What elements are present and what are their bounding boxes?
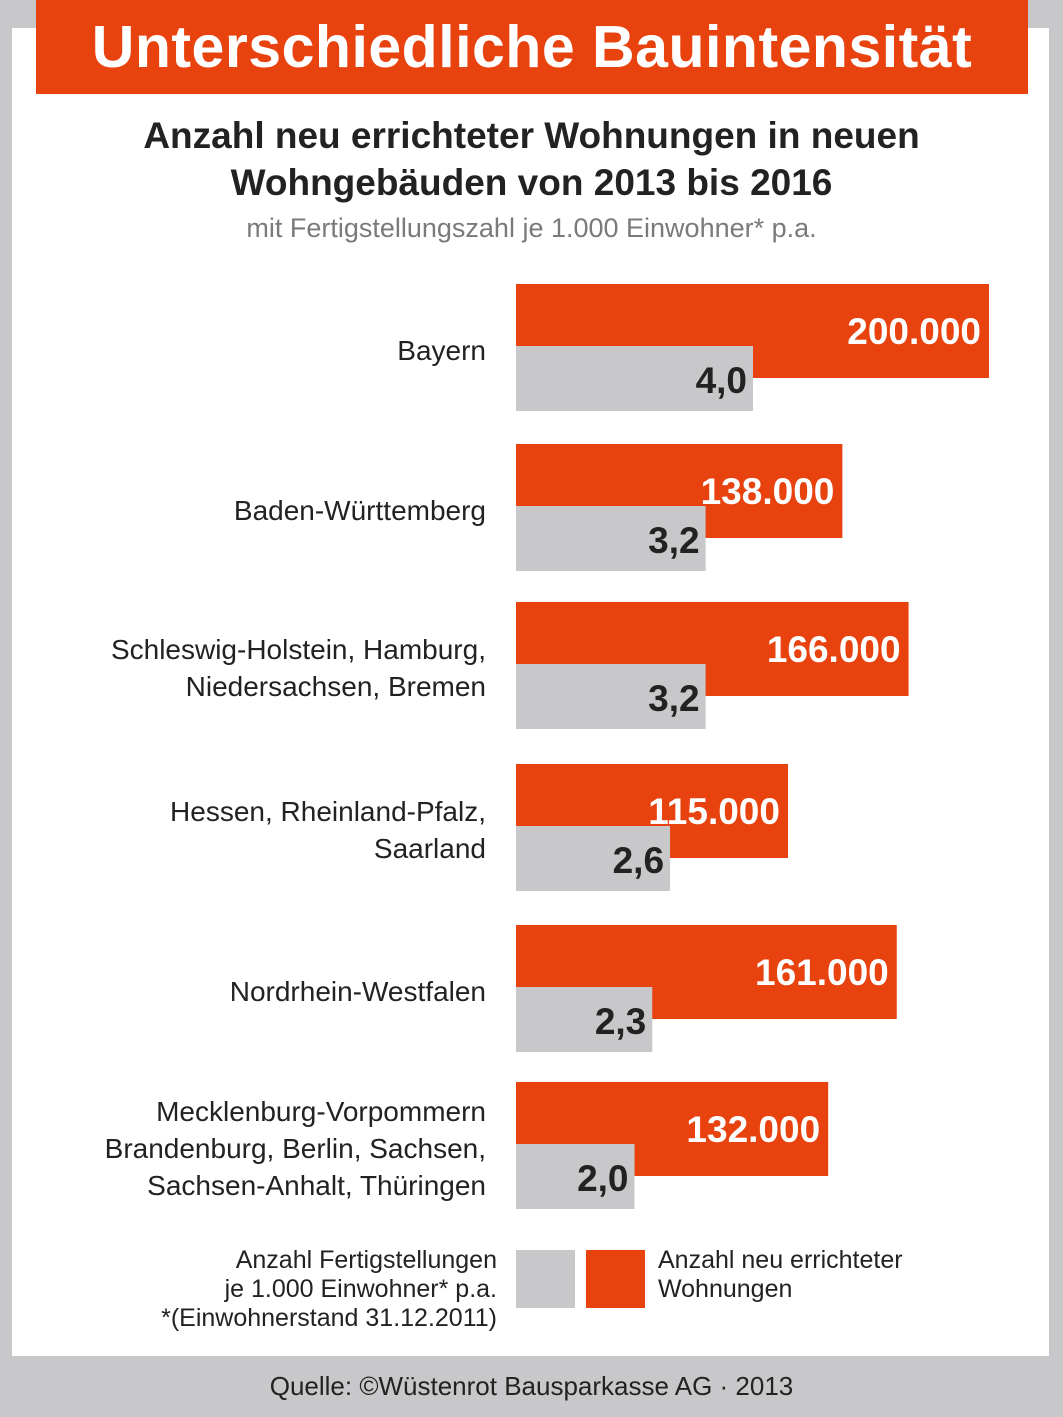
grey-bar bbox=[516, 826, 671, 891]
category-label-line: Baden-Württemberg bbox=[233, 494, 486, 526]
grey-bar-value: 3,2 bbox=[648, 520, 699, 561]
page-title: Unterschiedliche Bauintensität bbox=[91, 14, 973, 80]
category-label: Bayern bbox=[397, 332, 486, 369]
legend-swatch-orange bbox=[586, 1250, 645, 1308]
category-label-line: Hessen, Rheinland-Pfalz, bbox=[170, 796, 486, 827]
category-label: Nordrhein-Westfalen bbox=[230, 973, 486, 1010]
grey-bar-value: 3,2 bbox=[648, 678, 699, 719]
grey-bar-value: 2,0 bbox=[577, 1158, 628, 1199]
orange-bar-value: 138.000 bbox=[701, 471, 835, 512]
category-label-line: Sachsen-Anhalt, Thüringen bbox=[147, 1169, 486, 1201]
grey-bar bbox=[516, 506, 706, 571]
orange-bar-value: 115.000 bbox=[648, 791, 780, 832]
category-label-line: Bayern bbox=[397, 334, 486, 366]
heading-line: Wohngebäuden von 2013 bis 2016 bbox=[230, 162, 833, 203]
grey-bar bbox=[516, 987, 653, 1052]
source-credit: Quelle: ©Wüstenrot Bausparkasse AG · 201… bbox=[269, 1371, 794, 1401]
orange-bar-value: 200.000 bbox=[847, 311, 981, 352]
legend-label-fertigstellungen: Anzahl Fertigstellungen je 1.000 Einwohn… bbox=[161, 1246, 497, 1333]
legend-line: Anzahl Fertigstellungen bbox=[235, 1246, 497, 1274]
legend-line: Wohnungen bbox=[658, 1275, 793, 1303]
category-label-line: Saarland bbox=[373, 833, 486, 864]
grey-bar-value: 2,6 bbox=[613, 840, 664, 881]
legend-line: je 1.000 Einwohner* p.a. bbox=[224, 1275, 497, 1303]
grey-bar-value: 4,0 bbox=[696, 360, 747, 401]
legend-label-wohnungen: Anzahl neu errichteter Wohnungen bbox=[658, 1246, 903, 1304]
grey-bar bbox=[516, 1144, 635, 1209]
category-label: Hessen, Rheinland-Pfalz, Saarland bbox=[170, 793, 486, 867]
title-banner: Unterschiedliche Bauintensität bbox=[36, 0, 1028, 94]
category-label-line: Brandenburg, Berlin, Sachsen, bbox=[104, 1132, 486, 1164]
grey-bar bbox=[516, 346, 753, 411]
category-label: Baden-Württemberg bbox=[234, 492, 486, 529]
orange-bar-value: 161.000 bbox=[755, 952, 889, 993]
category-label-line: Niedersachsen, Bremen bbox=[185, 671, 486, 702]
orange-bar-value: 166.000 bbox=[767, 629, 901, 670]
chart-subheading: mit Fertigstellungszahl je 1.000 Einwohn… bbox=[246, 213, 817, 243]
legend-line: Anzahl neu errichteter bbox=[658, 1246, 903, 1274]
category-label-line: Schleswig-Holstein, Hamburg, bbox=[110, 634, 486, 665]
chart-heading: Anzahl neu errichteter Wohnungen in neue… bbox=[0, 112, 1063, 206]
grey-bar-value: 2,3 bbox=[595, 1001, 646, 1042]
category-label: Schleswig-Holstein, Hamburg, Niedersachse… bbox=[111, 631, 486, 705]
orange-bar-value: 132.000 bbox=[686, 1109, 820, 1150]
grey-bar bbox=[516, 664, 706, 729]
category-label-line: Mecklenburg-Vorpommern bbox=[156, 1095, 486, 1127]
category-label-line: Nordrhein-Westfalen bbox=[229, 975, 486, 1007]
heading-line: Anzahl neu errichteter Wohnungen in neue… bbox=[143, 115, 920, 156]
category-label: Mecklenburg-Vorpommern Brandenburg, Berli… bbox=[105, 1093, 486, 1204]
legend-footnote: *(Einwohnerstand 31.12.2011) bbox=[161, 1304, 497, 1332]
legend-swatch-grey bbox=[516, 1250, 575, 1308]
